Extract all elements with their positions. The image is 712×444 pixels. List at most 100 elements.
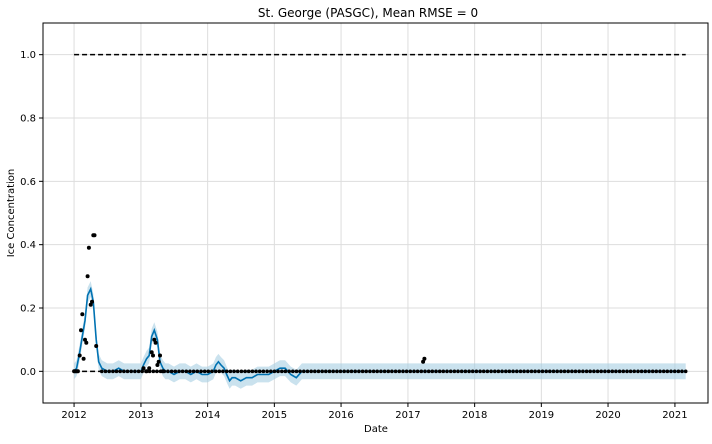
observed-point [107, 369, 111, 374]
x-tick-label: 2015 [262, 410, 287, 421]
observed-point [672, 369, 677, 374]
observed-point [452, 369, 457, 374]
y-tick-label: 0.2 [20, 304, 36, 315]
plot-frame [42, 22, 709, 404]
x-tick-label: 2019 [529, 410, 554, 421]
observed-point [79, 328, 83, 333]
observed-point [291, 369, 295, 374]
observed-point [441, 369, 446, 374]
observed-point [155, 363, 160, 367]
observed-point [276, 369, 280, 374]
observed-point [221, 369, 225, 374]
observed-point [327, 369, 332, 374]
observed-point [658, 369, 662, 374]
plot-area: 0.0 0.2 0.4 0.6 0.8 1.0 2012 2013 2014 2015 2016 20… [20, 22, 709, 421]
observed-point [92, 233, 97, 238]
observed-point [287, 369, 291, 374]
observed-point [84, 340, 89, 345]
observed-point [628, 369, 633, 374]
observed-point [111, 369, 115, 374]
observed-point [298, 369, 302, 374]
y-tick-label: 0.8 [20, 114, 36, 125]
observed-point [621, 369, 626, 374]
observed-point [632, 369, 637, 374]
observed-point [206, 369, 211, 374]
observed-point [129, 369, 133, 374]
observed-point [650, 369, 655, 374]
observed-point [448, 369, 453, 374]
observed-point [496, 369, 501, 374]
y-axis-label: Ice Concentration [6, 169, 17, 258]
observed-point [636, 369, 640, 374]
observed-point [544, 369, 548, 374]
observed-point [243, 369, 247, 374]
observed-point [481, 369, 486, 374]
observed-point [147, 369, 152, 374]
observed-point [86, 245, 91, 250]
observed-point [639, 369, 644, 374]
observed-point [463, 369, 468, 374]
observed-point [353, 369, 358, 374]
observed-point [217, 369, 222, 374]
observed-point [335, 369, 339, 374]
observed-point [309, 369, 314, 374]
observed-point [599, 369, 603, 374]
observed-point [294, 369, 299, 374]
observed-point [141, 366, 146, 371]
observed-point [280, 369, 284, 374]
observed-point [680, 369, 684, 374]
observed-point [577, 369, 581, 374]
observed-point [272, 369, 277, 374]
observed-point [459, 369, 464, 374]
observed-point [156, 359, 161, 364]
uncertainty-band [74, 281, 686, 389]
x-tick-label: 2012 [61, 410, 86, 421]
observed-point [228, 369, 233, 374]
observed-point [386, 369, 391, 374]
observed-point [423, 369, 427, 374]
observed-point [643, 369, 648, 374]
observed-point [467, 369, 471, 374]
observed-point [654, 369, 659, 374]
observed-point [408, 369, 413, 374]
observed-point [592, 369, 596, 374]
observed-point [588, 369, 592, 374]
observed-point [177, 369, 181, 374]
observed-point [313, 369, 317, 374]
observed-point [80, 312, 85, 317]
x-tick-label: 2018 [462, 410, 487, 421]
observed-point [504, 369, 508, 374]
observed-point [118, 369, 122, 374]
observed-point [90, 299, 94, 304]
y-tick-label: 0.0 [20, 367, 36, 378]
observed-point [213, 369, 218, 374]
observed-point [81, 356, 86, 361]
observed-point [305, 369, 310, 374]
observed-point [489, 369, 493, 374]
observed-point [434, 369, 438, 374]
x-tick-label: 2014 [195, 410, 220, 421]
observed-point [437, 369, 442, 374]
y-tick-label: 0.6 [20, 177, 36, 188]
observed-point [606, 369, 611, 374]
observed-point [232, 369, 236, 374]
chart-title: St. George (PASGC), Mean RMSE = 0 [258, 6, 478, 20]
observed-point [617, 369, 622, 374]
observed-point [160, 369, 165, 374]
observed-point [551, 369, 556, 374]
observed-point [426, 369, 431, 374]
observed-point [390, 369, 394, 374]
observed-point [357, 369, 361, 374]
observed-point [265, 369, 269, 374]
observed-point [144, 369, 149, 374]
x-axis-label: Date [364, 424, 388, 435]
observed-point [210, 369, 214, 374]
observed-point [683, 369, 688, 374]
observed-point [147, 366, 152, 371]
observed-point [342, 369, 347, 374]
observed-point [166, 369, 170, 374]
observed-point [149, 350, 154, 355]
observed-point [122, 369, 126, 374]
observed-point [669, 369, 673, 374]
